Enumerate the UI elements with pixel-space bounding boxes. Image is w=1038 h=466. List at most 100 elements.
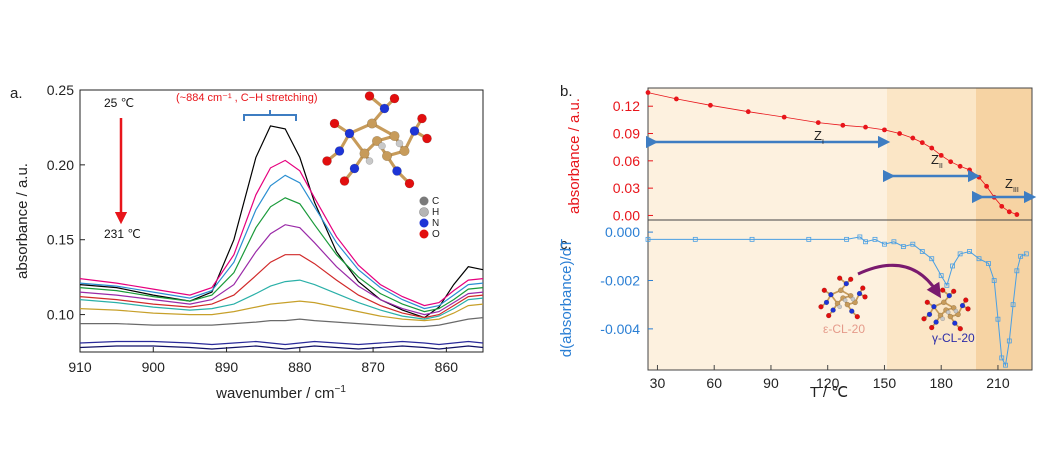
mol-eps-atom-12 bbox=[821, 287, 827, 293]
b-ytick-label-2: 0.06 bbox=[613, 153, 640, 169]
spectrum-curve-6 bbox=[79, 254, 484, 319]
epsilon-cl20-label: ε-CL-20 bbox=[823, 322, 865, 336]
mol-gam-atom-8 bbox=[952, 320, 958, 326]
b-point-7 bbox=[863, 124, 868, 130]
mol-eps-atom-2 bbox=[844, 301, 851, 308]
mol-gam-atom-4 bbox=[955, 311, 961, 318]
molecule-atom-18 bbox=[417, 113, 427, 124]
c-point-12 bbox=[919, 249, 925, 254]
b-point-4 bbox=[781, 114, 787, 120]
mol-eps-atom-18 bbox=[860, 285, 866, 291]
b-point-11 bbox=[919, 140, 925, 146]
mol-gam-atom-20 bbox=[945, 309, 951, 315]
panel-a-x-ticks: 910 900 890 880 870 860 bbox=[68, 347, 458, 375]
b-point-9 bbox=[897, 131, 902, 136]
mol-gam-atom-13 bbox=[965, 306, 971, 312]
mol-gam-atom-7 bbox=[959, 302, 966, 309]
panel-a-frame bbox=[79, 89, 484, 353]
c-point-8 bbox=[882, 241, 887, 247]
panel-c-label: c. bbox=[560, 236, 572, 253]
c-xtick-label-4: 150 bbox=[873, 375, 897, 391]
mol-gam-atom-21 bbox=[953, 308, 959, 314]
a-xtick-label-4: 870 bbox=[361, 359, 385, 375]
c-point-21 bbox=[991, 278, 997, 283]
a-xtick-label-5: 860 bbox=[435, 359, 459, 375]
b-point-8 bbox=[882, 127, 887, 133]
mol-gam-atom-3 bbox=[937, 312, 944, 319]
panel-c-derivative-line bbox=[645, 234, 1029, 368]
mol-eps-atom-19 bbox=[837, 275, 843, 281]
mol-gam-atom-5 bbox=[940, 299, 947, 306]
molecule-atom-1 bbox=[389, 130, 400, 142]
c-xtick-label-0: 30 bbox=[650, 375, 666, 391]
b-ytick-label-1: 0.03 bbox=[613, 180, 640, 196]
mol-eps-atom-14 bbox=[854, 314, 860, 320]
spectrum-curve-3 bbox=[79, 174, 484, 310]
mol-gam-atom-1 bbox=[950, 304, 957, 311]
molecule-atom-9 bbox=[349, 163, 360, 174]
b-point-5 bbox=[815, 120, 821, 125]
c-point-20 bbox=[986, 261, 991, 266]
mol-eps-atom-21 bbox=[850, 296, 856, 302]
spectrum-curve-5 bbox=[79, 224, 484, 316]
c-point-6 bbox=[863, 239, 868, 245]
c-point-24 bbox=[1003, 362, 1008, 368]
peak-bracket bbox=[243, 110, 297, 121]
c-ytick-label-0: 0.000 bbox=[605, 224, 640, 240]
molecule-atom-8 bbox=[392, 166, 402, 176]
legend-h: H bbox=[432, 207, 439, 218]
panel-b-y-axis-label: absorbance / a.u. bbox=[566, 98, 583, 214]
c-point-17 bbox=[957, 251, 963, 257]
a-xtick-label-3: 880 bbox=[288, 359, 312, 375]
c-point-5 bbox=[857, 234, 863, 240]
mol-eps-atom-5 bbox=[837, 287, 844, 294]
mol-eps-atom-22 bbox=[837, 304, 842, 310]
atom-legend: C H N O bbox=[419, 196, 440, 240]
zone-2-background bbox=[887, 88, 976, 370]
mol-gam-atom-15 bbox=[929, 324, 935, 331]
b-point-13 bbox=[938, 152, 944, 158]
mol-eps-atom-16 bbox=[848, 276, 854, 282]
b-point-12 bbox=[929, 145, 935, 151]
panel-c-x-ticks: 30 60 90 120 150 180 210 bbox=[650, 365, 1010, 391]
c-point-29 bbox=[1023, 251, 1029, 257]
b-point-17 bbox=[976, 174, 982, 180]
a-ytick-label-0: 0.10 bbox=[47, 307, 74, 323]
c-xtick-label-2: 90 bbox=[763, 375, 779, 391]
c-ytick-label-2: -0.004 bbox=[600, 321, 640, 337]
mol-eps-atom-7 bbox=[856, 290, 863, 297]
b-point-3 bbox=[745, 109, 751, 115]
panel-a: a. 0.10 0.15 0.20 0.25 910 900 890 880 870 860 a… bbox=[10, 82, 484, 402]
molecule-atom-14 bbox=[404, 178, 415, 189]
panel-a-y-ticks: 0.10 0.15 0.20 0.25 bbox=[47, 82, 85, 323]
hydrogen-atom-icon bbox=[419, 207, 429, 217]
molecule-atom-2 bbox=[381, 150, 393, 162]
temp-start-label: 25 ℃ bbox=[104, 96, 134, 110]
c-xtick-label-1: 60 bbox=[706, 375, 722, 391]
mol-eps-atom-1 bbox=[847, 292, 854, 299]
molecule-atom-11 bbox=[334, 146, 345, 156]
mol-gam-atom-17 bbox=[921, 316, 927, 322]
oxygen-atom-icon bbox=[419, 229, 429, 239]
c-point-28 bbox=[1018, 253, 1024, 259]
a-ytick-label-3: 0.25 bbox=[47, 82, 74, 98]
zone-3-background bbox=[976, 88, 1032, 370]
b-ytick-label-0: 0.00 bbox=[613, 207, 640, 223]
molecule-atom-17 bbox=[322, 156, 332, 166]
c-xtick-label-5: 180 bbox=[930, 375, 954, 391]
panel-c-x-axis-label: T / ℃ bbox=[810, 384, 848, 401]
mol-gam-atom-19 bbox=[940, 287, 946, 293]
panel-c-y-axis-label: d(absorbance)/dT bbox=[558, 239, 575, 357]
c-ytick-label-1: -0.002 bbox=[600, 272, 640, 288]
spectrum-curve-10 bbox=[79, 340, 484, 346]
spectrum-curve-11 bbox=[79, 345, 484, 350]
molecule-atom-19 bbox=[364, 91, 375, 101]
c-point-10 bbox=[900, 244, 906, 250]
c-point-23 bbox=[999, 355, 1005, 361]
molecule-atom-20 bbox=[378, 142, 386, 150]
c-point-19 bbox=[976, 256, 982, 262]
nitrogen-atom-icon bbox=[419, 218, 429, 228]
panel-b-y-ticks: 0.00 0.03 0.06 0.09 0.12 bbox=[613, 98, 653, 223]
panel-c-y-ticks: 0.000 -0.002 -0.004 bbox=[600, 224, 653, 337]
